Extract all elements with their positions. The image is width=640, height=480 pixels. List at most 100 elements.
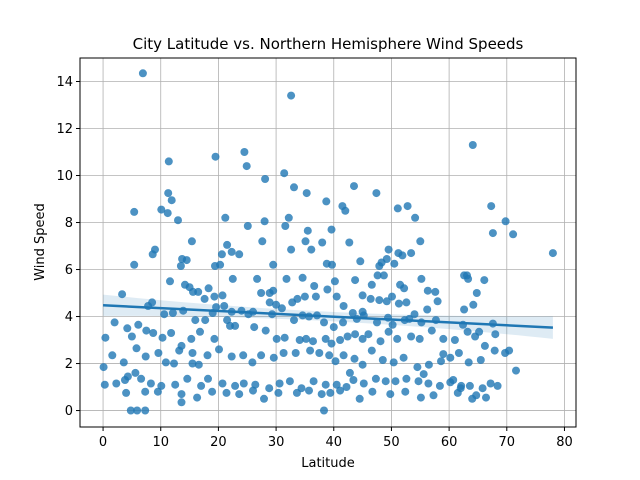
data-point <box>123 372 132 381</box>
data-point <box>250 323 259 332</box>
data-point <box>415 334 424 343</box>
data-point <box>235 390 244 399</box>
data-point <box>350 182 358 191</box>
data-point <box>177 390 186 399</box>
data-point <box>336 386 345 395</box>
data-point <box>301 237 310 246</box>
data-point <box>393 204 402 213</box>
data-point <box>201 316 210 325</box>
data-point <box>468 141 477 149</box>
data-point <box>227 247 236 256</box>
data-point <box>222 388 231 397</box>
data-point <box>306 346 315 355</box>
data-point <box>290 316 298 325</box>
data-point <box>127 332 136 341</box>
data-point <box>417 274 426 283</box>
data-point <box>242 162 251 171</box>
data-point <box>378 356 387 364</box>
data-point <box>203 351 212 360</box>
data-point <box>164 189 173 198</box>
data-point <box>138 69 147 78</box>
data-point <box>193 393 202 402</box>
data-point <box>243 222 252 230</box>
data-point <box>480 276 489 285</box>
data-point <box>320 318 328 327</box>
data-point <box>166 277 174 286</box>
data-point <box>176 262 185 270</box>
data-point <box>281 222 290 230</box>
data-point <box>175 346 184 355</box>
y-tick-label: 4 <box>65 310 73 325</box>
data-point <box>402 298 411 307</box>
data-point <box>331 357 340 366</box>
data-point <box>168 309 177 317</box>
data-point <box>295 336 304 344</box>
x-axis-ticks: 0 10 20 30 40 50 60 70 80 <box>99 427 573 450</box>
data-point <box>358 360 367 369</box>
data-point <box>194 287 203 296</box>
data-point <box>137 374 146 383</box>
data-point <box>218 291 227 300</box>
data-point <box>167 196 176 205</box>
data-point <box>188 359 197 368</box>
y-tick-label: 6 <box>65 263 73 278</box>
x-axis-label: Latitude <box>301 456 355 471</box>
data-point <box>204 374 212 383</box>
data-point <box>122 388 131 397</box>
data-point <box>476 356 485 364</box>
data-point <box>141 352 150 361</box>
data-point <box>204 284 213 293</box>
data-point <box>367 346 376 355</box>
data-point <box>285 377 294 386</box>
data-point <box>309 337 317 346</box>
data-point <box>490 346 499 355</box>
data-point <box>310 282 319 290</box>
y-tick-label: 10 <box>56 169 73 184</box>
data-point <box>269 286 278 295</box>
data-point <box>284 213 293 222</box>
data-point <box>194 360 203 369</box>
data-point <box>350 354 359 363</box>
data-point <box>187 237 196 246</box>
data-point <box>265 298 274 307</box>
data-point <box>307 245 316 254</box>
data-point <box>211 152 220 161</box>
data-point <box>373 318 381 327</box>
data-point <box>212 303 221 312</box>
data-point <box>435 381 444 390</box>
data-point <box>317 390 326 399</box>
data-point <box>431 287 440 296</box>
data-point <box>280 333 289 342</box>
data-point <box>325 351 334 360</box>
data-point <box>375 296 384 305</box>
data-point <box>364 330 373 339</box>
data-point <box>239 379 248 388</box>
data-point <box>133 406 142 415</box>
data-point <box>328 260 336 269</box>
x-tick-label: 60 <box>441 435 458 450</box>
data-point <box>358 307 367 316</box>
data-point <box>416 237 425 246</box>
data-point <box>187 334 196 343</box>
data-point <box>318 238 327 247</box>
data-point <box>292 388 301 397</box>
data-point <box>429 391 438 400</box>
data-point <box>223 240 232 249</box>
data-point <box>258 237 267 246</box>
data-point <box>423 286 432 295</box>
data-point <box>372 189 381 198</box>
data-point <box>339 318 347 327</box>
data-point <box>509 230 518 239</box>
data-point <box>218 379 227 388</box>
data-point <box>174 216 182 225</box>
data-point <box>141 406 150 415</box>
data-point <box>134 320 143 329</box>
data-point <box>142 326 151 335</box>
data-point <box>171 380 180 389</box>
data-point <box>339 302 348 310</box>
data-point <box>446 353 455 362</box>
data-point <box>482 393 490 402</box>
data-point <box>100 380 109 389</box>
data-point <box>402 374 411 383</box>
